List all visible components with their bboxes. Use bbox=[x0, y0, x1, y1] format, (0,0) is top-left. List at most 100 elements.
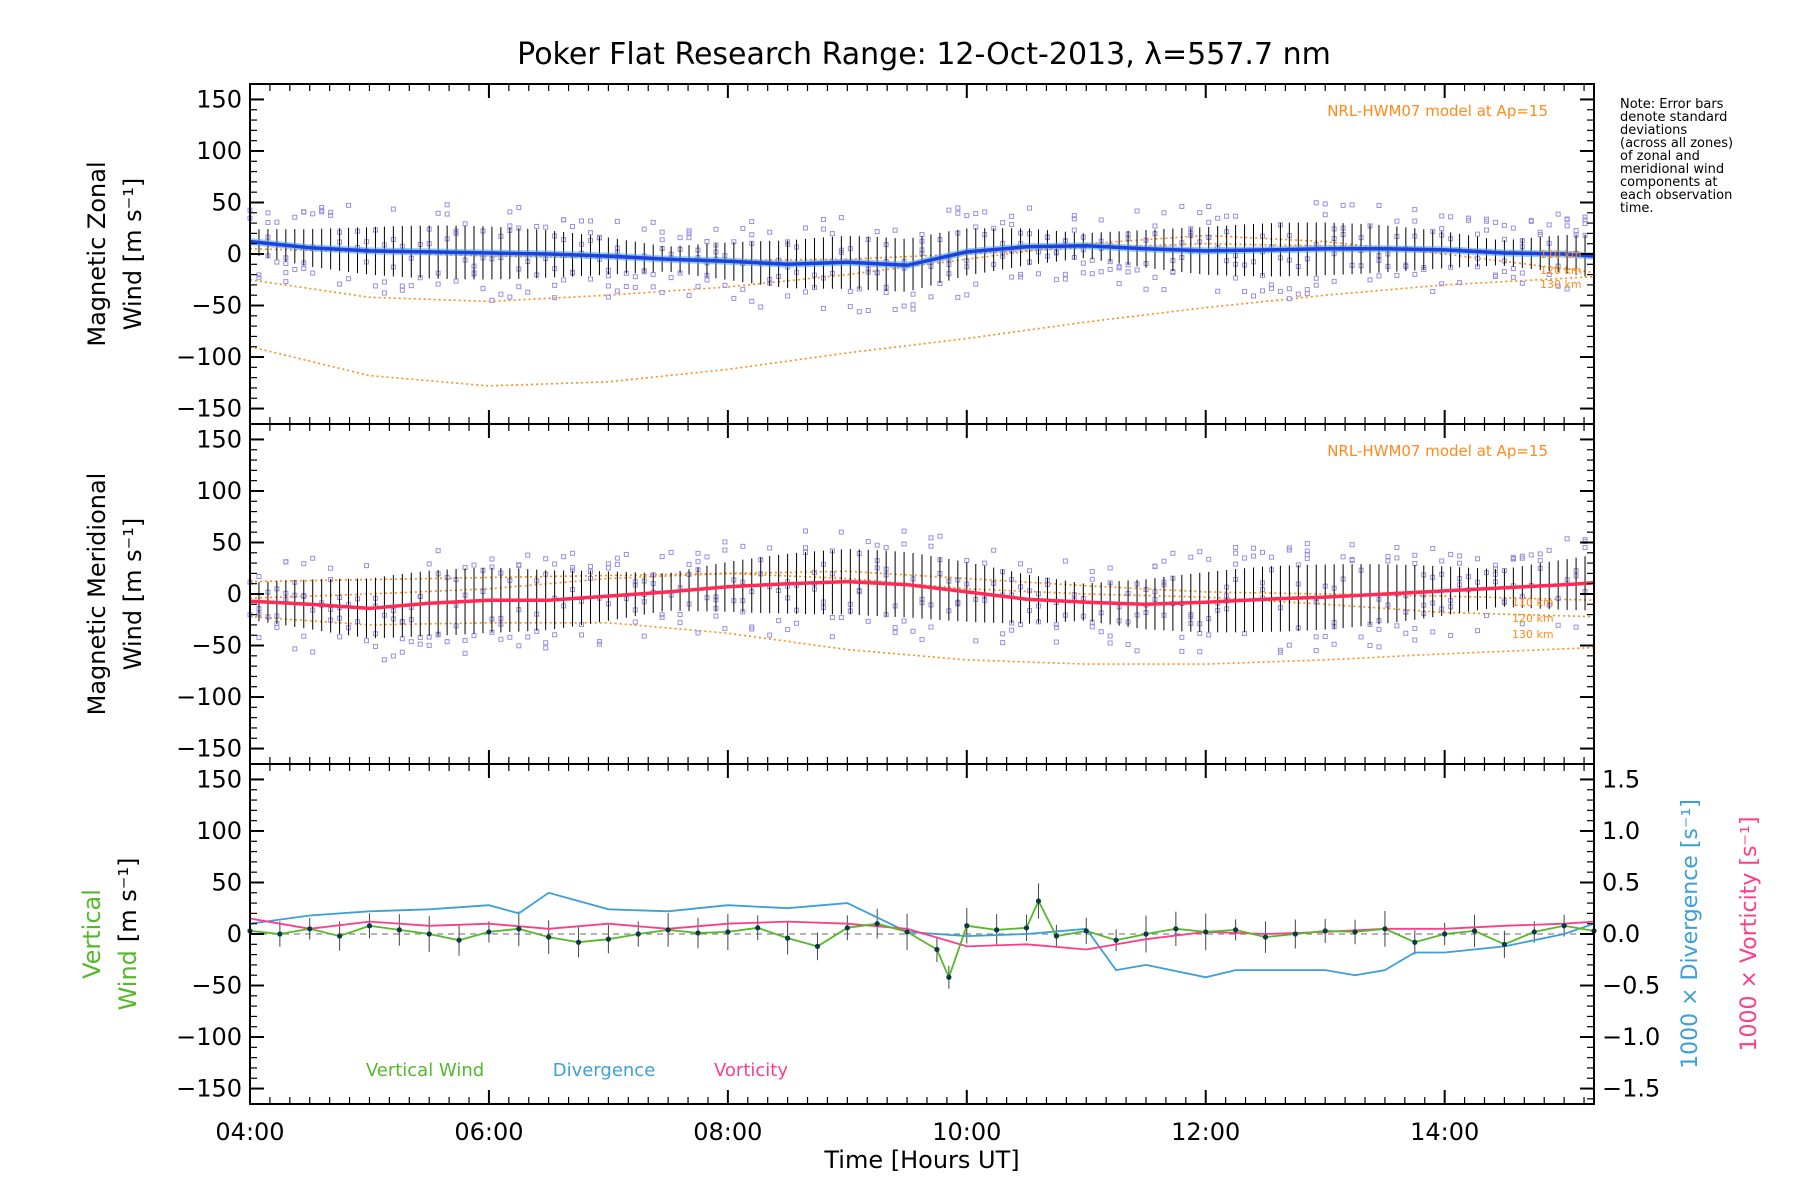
scatter-point bbox=[1089, 569, 1095, 575]
scatter-point bbox=[901, 528, 907, 534]
vertical-wind-point bbox=[605, 936, 612, 942]
scatter-point bbox=[1152, 274, 1158, 280]
scatter-point bbox=[587, 218, 593, 224]
zonal-alt-label-110: 110 km bbox=[1540, 248, 1582, 261]
scatter-point bbox=[865, 539, 871, 545]
vertical-wind-point bbox=[1501, 941, 1507, 947]
scatter-point bbox=[301, 561, 307, 567]
scatter-point bbox=[632, 274, 638, 280]
vertical-wind-point bbox=[486, 929, 492, 935]
scatter-point bbox=[1492, 219, 1498, 225]
scatter-point bbox=[507, 209, 513, 215]
scatter-point bbox=[1179, 634, 1185, 640]
scatter-point bbox=[1501, 269, 1507, 275]
zonal-alt-label-120: 120 km bbox=[1540, 264, 1582, 277]
vertical-wind-point bbox=[307, 926, 313, 932]
scatter-point bbox=[829, 634, 835, 640]
scatter-point bbox=[1439, 213, 1445, 219]
scatter-point bbox=[1349, 202, 1355, 208]
scatter-point bbox=[1179, 203, 1185, 209]
vertical-wind-point bbox=[1035, 898, 1042, 904]
vertical-wind-point bbox=[695, 930, 701, 936]
y-tick-label: −100 bbox=[176, 343, 242, 371]
scatter-point bbox=[596, 641, 602, 647]
scatter-point bbox=[444, 202, 450, 208]
vertical-wind-point bbox=[1083, 928, 1089, 934]
scatter-point bbox=[265, 220, 271, 226]
scatter-point bbox=[1107, 266, 1113, 272]
scatter-point bbox=[435, 210, 441, 216]
x-tick-label: 04:00 bbox=[215, 1118, 284, 1146]
scatter-point bbox=[1277, 288, 1283, 294]
scatter-point bbox=[1313, 648, 1319, 654]
scatter-point bbox=[623, 551, 629, 557]
y-tick-label: 0 bbox=[227, 920, 242, 948]
vertical-wind-point bbox=[277, 931, 283, 937]
scatter-point bbox=[390, 206, 396, 212]
scatter-point bbox=[1483, 613, 1489, 619]
scatter-point bbox=[641, 226, 647, 232]
note-line: deviations bbox=[1620, 123, 1687, 138]
scatter-point bbox=[561, 554, 567, 560]
scatter-point bbox=[1161, 558, 1167, 564]
scatter-point bbox=[865, 618, 871, 624]
scatter-point bbox=[1206, 632, 1212, 638]
scatter-point bbox=[740, 543, 746, 549]
scatter-point bbox=[1053, 624, 1059, 630]
scatter-point bbox=[847, 288, 853, 294]
scatter-point bbox=[346, 202, 352, 208]
meridional-y-label: Magnetic Meridional Wind [m s⁻¹] bbox=[83, 473, 147, 716]
scatter-point bbox=[740, 286, 746, 292]
scatter-point bbox=[829, 615, 835, 621]
note-line: (across all zones) bbox=[1620, 136, 1733, 151]
scatter-point bbox=[892, 306, 898, 312]
vertical-wind-point bbox=[755, 925, 761, 931]
scatter-point bbox=[274, 219, 280, 225]
scatter-point bbox=[722, 282, 728, 288]
scatter-point bbox=[803, 528, 809, 534]
y2-tick-label: −0.5 bbox=[1602, 972, 1660, 1000]
scatter-point bbox=[614, 288, 620, 294]
scatter-point bbox=[480, 286, 486, 292]
vertical-wind-point bbox=[1531, 929, 1537, 935]
scatter-point bbox=[1197, 649, 1203, 655]
scatter-point bbox=[767, 545, 773, 551]
scatter-point bbox=[462, 637, 468, 643]
scatter-point bbox=[274, 259, 280, 265]
scatter-point bbox=[417, 641, 423, 647]
scatter-point bbox=[1000, 640, 1006, 646]
scatter-point bbox=[659, 290, 665, 296]
scatter-point bbox=[516, 562, 522, 568]
scatter-point bbox=[1483, 216, 1489, 222]
scatter-point bbox=[1107, 633, 1113, 639]
scatter-point bbox=[1170, 550, 1176, 556]
scatter-point bbox=[892, 227, 898, 233]
scatter-point bbox=[471, 562, 477, 568]
vorticity-y-label: 1000 × Vorticity [s⁻¹] bbox=[1737, 817, 1762, 1052]
scatter-point bbox=[1430, 546, 1436, 552]
scatter-point bbox=[883, 545, 889, 551]
zonal-y-label: Magnetic Zonal Wind [m s⁻¹] bbox=[83, 161, 147, 346]
scatter-point bbox=[1546, 222, 1552, 228]
scatter-point bbox=[1242, 555, 1248, 561]
vertical-wind-point bbox=[1442, 931, 1448, 937]
y-tick-label: 50 bbox=[211, 528, 242, 556]
scatter-point bbox=[973, 638, 979, 644]
scatter-point bbox=[265, 210, 271, 216]
vertical-wind-point bbox=[904, 929, 910, 935]
scatter-point bbox=[937, 533, 943, 539]
scatter-point bbox=[1367, 277, 1373, 283]
scatter-point bbox=[328, 212, 334, 218]
scatter-point bbox=[1286, 642, 1292, 648]
vertical-wind-point bbox=[1143, 931, 1149, 937]
scatter-point bbox=[1161, 287, 1167, 293]
vertical-wind-point bbox=[1053, 933, 1059, 939]
scatter-point bbox=[946, 207, 952, 213]
note-line: components at bbox=[1620, 175, 1718, 190]
scatter-point bbox=[1501, 222, 1507, 228]
vertical-wind-point bbox=[635, 931, 641, 937]
scatter-point bbox=[1537, 558, 1543, 564]
vertical-wind-point bbox=[456, 937, 462, 943]
